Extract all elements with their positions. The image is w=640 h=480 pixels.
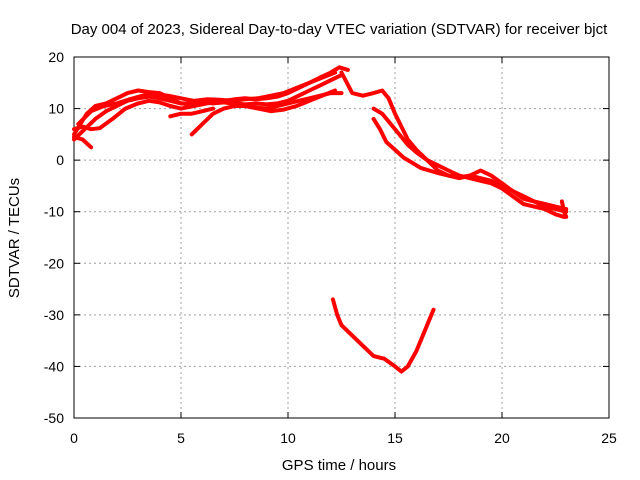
- y-tick-label: -40: [44, 358, 64, 374]
- x-tick-label: 0: [70, 430, 78, 446]
- y-tick-label: 10: [48, 101, 64, 117]
- y-axis-label: SDTVAR / TECUs: [6, 178, 23, 298]
- axis-ticks: [73, 56, 610, 419]
- x-tick-label: 20: [494, 430, 510, 446]
- plot-frame: [73, 56, 610, 419]
- y-tick-label: -20: [44, 255, 64, 271]
- y-tick-label: -50: [44, 410, 64, 426]
- x-tick-label: 5: [177, 430, 185, 446]
- y-tick-label: -30: [44, 307, 64, 323]
- x-tick-labels: 0 5 10 15 20 25: [70, 430, 617, 446]
- chart-title: Day 004 of 2023, Sidereal Day-to-day VTE…: [71, 21, 608, 38]
- series-line-track-6: [168, 106, 216, 119]
- x-tick-label: 10: [280, 430, 296, 446]
- series-line-track-4: [76, 70, 338, 126]
- y-tick-labels: -50 -40 -30 -20 -10 0 10 20: [44, 49, 64, 426]
- series-line-track-10: [371, 106, 567, 219]
- series-line-track-7: [189, 91, 344, 137]
- data-series: [72, 65, 569, 374]
- series-line-track-12: [330, 297, 436, 374]
- y-tick-label: 20: [48, 49, 64, 65]
- y-tick-label: 0: [56, 152, 64, 168]
- series-line-track-8: [339, 70, 569, 214]
- x-tick-label: 25: [601, 430, 617, 446]
- y-tick-label: -10: [44, 204, 64, 220]
- x-axis-label: GPS time / hours: [282, 457, 396, 474]
- series-line-track-3: [72, 88, 338, 132]
- series-line-track-11: [559, 199, 569, 219]
- grid: [74, 57, 609, 418]
- series-line-track-5: [72, 134, 94, 150]
- x-tick-label: 15: [387, 430, 403, 446]
